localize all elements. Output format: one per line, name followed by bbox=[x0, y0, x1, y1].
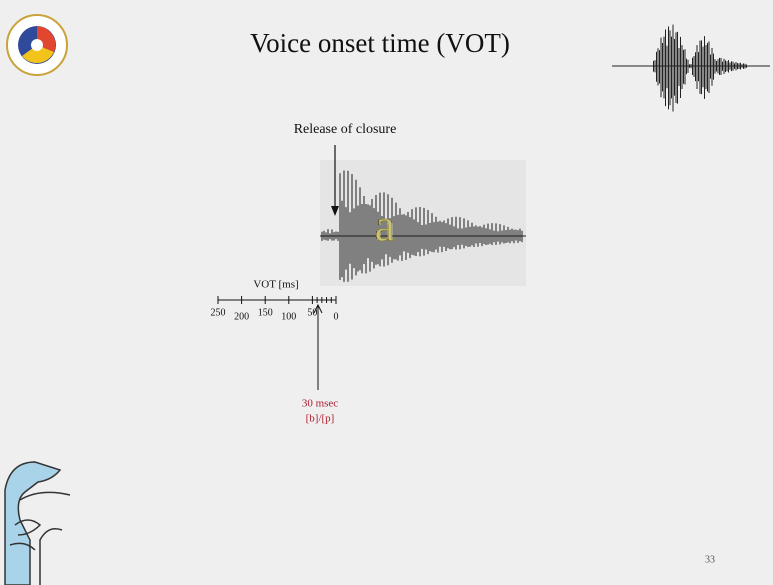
vowel-label: a bbox=[375, 200, 395, 251]
marker-value: 30 msec bbox=[302, 398, 338, 410]
marker-contrast: [b]/[p] bbox=[306, 413, 335, 425]
slide-title: Voice onset time (VOT) bbox=[250, 28, 510, 58]
axis-tick-label: 150 bbox=[258, 307, 273, 318]
page-number: 33 bbox=[705, 554, 715, 565]
waveform-panel bbox=[320, 160, 526, 286]
axis-tick-label: 0 bbox=[334, 311, 339, 322]
axis-tick-label: 250 bbox=[211, 307, 226, 318]
axis-tick-label: 50 bbox=[307, 307, 317, 318]
slide: Voice onset time (VOT) a Release of clos… bbox=[0, 0, 773, 585]
slide-background bbox=[0, 0, 773, 585]
logo bbox=[7, 15, 67, 75]
axis-tick-label: 100 bbox=[281, 311, 296, 322]
annotation: Release of closure bbox=[294, 122, 397, 137]
axis-label: VOT [ms] bbox=[253, 279, 298, 291]
axis-tick-label: 200 bbox=[234, 311, 249, 322]
